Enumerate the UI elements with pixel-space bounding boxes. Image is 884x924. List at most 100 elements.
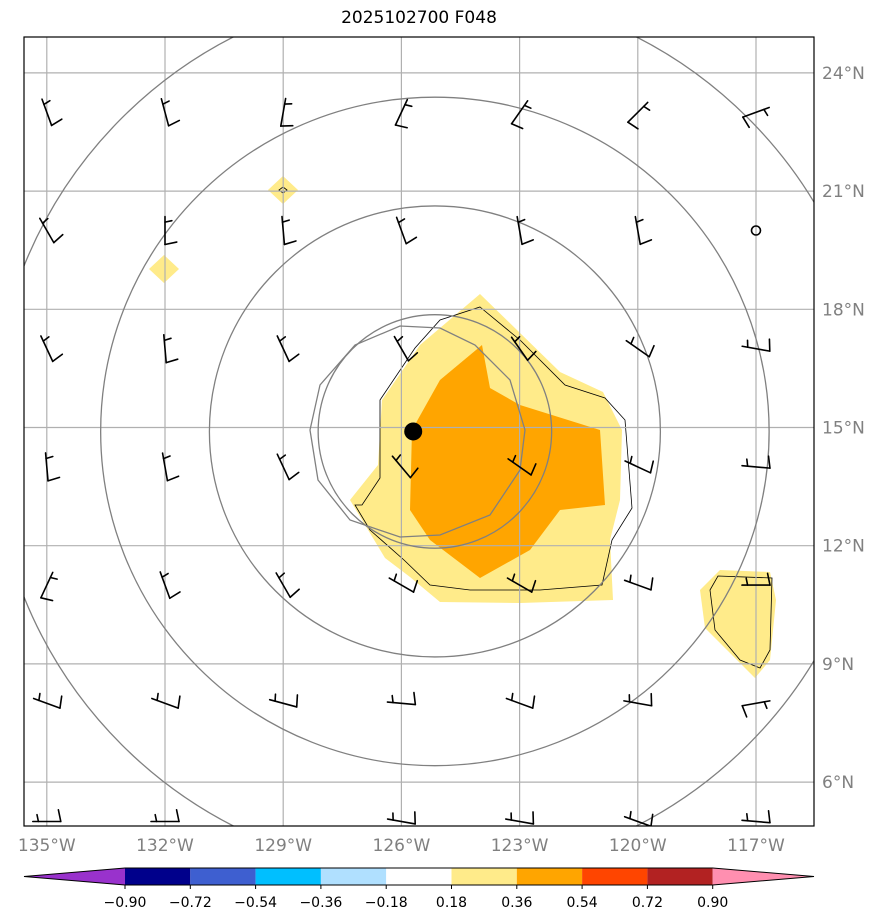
wind-barb	[506, 573, 537, 593]
wind-barb	[394, 98, 413, 129]
latitude-label: 21°N	[822, 182, 865, 202]
colorbar-tick-label: −0.72	[169, 895, 212, 911]
wind-barb	[386, 691, 417, 706]
wind-barb	[516, 215, 534, 246]
wind-barb	[625, 336, 655, 358]
map-title: 2025102700 F048	[341, 8, 497, 28]
wind-barbs	[31, 97, 771, 826]
wind-barb	[395, 216, 418, 245]
wind-barb	[623, 692, 653, 707]
contour-main	[354, 306, 633, 591]
map-frame	[23, 36, 815, 827]
inner-irregular-ring	[309, 325, 526, 538]
wind-barb	[161, 452, 180, 482]
wind-barb	[741, 572, 771, 586]
colorbar-segment	[320, 868, 387, 885]
longitude-label: 132°W	[136, 836, 194, 856]
longitude-label: 129°W	[254, 836, 312, 856]
wind-barb	[151, 692, 181, 709]
colorbar: −0.90 −0.72 −0.54 −0.36 −0.18 0.18 0.36 0.54 0.7…	[23, 867, 815, 911]
wind-barb	[32, 692, 63, 709]
colorbar-segment	[582, 868, 648, 885]
colorbar-tick-label: −0.36	[299, 895, 342, 911]
latitude-labels: 24°N 21°N 18°N 15°N 12°N 9°N 6°N	[822, 64, 865, 793]
wind-barb	[164, 215, 178, 246]
wind-barb	[40, 335, 64, 363]
wind-barb	[276, 335, 300, 363]
colorbar-segment	[386, 868, 452, 885]
wind-barb	[623, 574, 654, 591]
longitude-label: 123°W	[491, 836, 549, 856]
wind-barb	[386, 811, 416, 825]
latitude-label: 15°N	[822, 419, 865, 439]
longitude-label: 120°W	[609, 836, 667, 856]
wind-barb	[391, 454, 419, 479]
range-ring	[100, 96, 770, 767]
wind-barb	[505, 811, 535, 825]
wind-barb	[159, 571, 181, 600]
calm-wind-marker	[750, 225, 762, 236]
colorbar-segment	[451, 868, 517, 885]
graticule	[24, 37, 814, 826]
wind-barb	[268, 693, 299, 708]
range-ring	[208, 205, 662, 658]
colorbar-arrow-right	[712, 868, 814, 885]
wind-barb	[388, 573, 419, 593]
longitude-label: 117°W	[727, 836, 785, 856]
wind-barb	[38, 217, 64, 244]
wind-barb	[624, 455, 655, 474]
wind-barb	[627, 101, 651, 130]
wind-barb	[160, 97, 181, 127]
wind-barb	[742, 106, 770, 129]
colorbar-tick-label: 0.54	[567, 895, 598, 911]
colorbar-segment	[190, 868, 256, 885]
orange-region	[410, 345, 605, 578]
colorbar-tick-label: 0.72	[632, 895, 663, 911]
wind-barb	[276, 453, 300, 481]
colorbar-tick-label: −0.18	[365, 895, 408, 911]
colorbar-tick-label: 0.90	[697, 895, 728, 911]
colorbar-segment	[255, 868, 321, 885]
range-rings	[24, 37, 814, 826]
colorbar-segment	[125, 868, 191, 885]
wind-barb	[150, 808, 180, 823]
wind-barb	[741, 810, 771, 824]
colorbar-arrow-left	[24, 868, 125, 885]
latitude-label: 9°N	[822, 655, 854, 675]
colorbar-tick-label: −0.54	[234, 895, 277, 911]
light-yellow-region-east	[700, 570, 776, 678]
range-ring	[317, 314, 553, 549]
colorbar-tick-label: −0.90	[104, 895, 147, 911]
wind-barb	[741, 338, 771, 352]
wind-barb	[41, 98, 63, 127]
wind-barb	[44, 452, 61, 482]
colorbar-segment	[516, 868, 583, 885]
wind-barb	[741, 700, 771, 718]
wind-barb	[275, 572, 300, 599]
wind-barb	[31, 808, 62, 823]
wind-barb	[507, 454, 537, 476]
shaded-field	[149, 176, 776, 678]
colorbar-segment	[647, 868, 713, 885]
wind-barb	[510, 100, 532, 130]
latitude-label: 24°N	[822, 64, 865, 84]
colorbar-tick-label: 0.18	[436, 895, 467, 911]
latitude-label: 18°N	[822, 300, 865, 320]
wind-barb	[279, 97, 294, 127]
storm-center-marker	[404, 422, 423, 441]
wind-barb	[40, 571, 58, 602]
wind-barb	[505, 692, 536, 709]
wind-barb	[634, 215, 653, 246]
wind-barb	[623, 810, 654, 826]
longitude-label: 135°W	[18, 836, 76, 856]
wind-barb	[510, 335, 537, 361]
wind-barb	[281, 215, 297, 246]
colorbar-tick-label: 0.36	[501, 895, 532, 911]
latitude-label: 12°N	[822, 537, 865, 557]
longitude-label: 126°W	[373, 836, 431, 856]
longitude-labels: 135°W 132°W 129°W 126°W 123°W 120°W 117°W	[18, 836, 785, 856]
latitude-label: 6°N	[822, 773, 854, 793]
wind-barb	[393, 335, 419, 362]
light-yellow-diamond-2	[149, 255, 179, 283]
